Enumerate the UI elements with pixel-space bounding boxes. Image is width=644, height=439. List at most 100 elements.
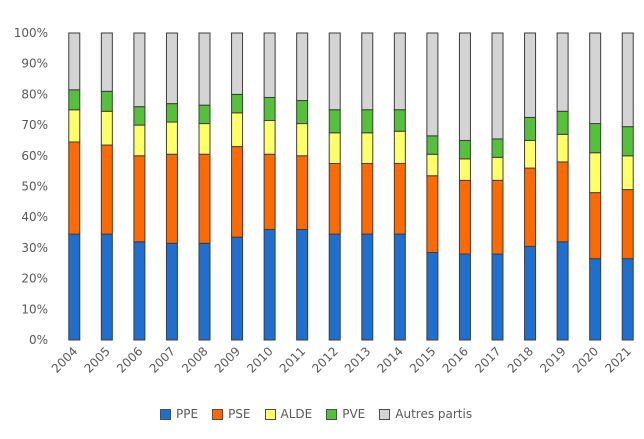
bar-segment-autres-partis-2010 (263, 32, 276, 98)
legend-label: ALDE (280, 407, 313, 421)
bar-segment-alde-2016 (458, 158, 471, 181)
bar-segment-ppe-2017 (491, 253, 504, 341)
bar-segment-ppe-2020 (589, 258, 602, 341)
bar-segment-pse-2017 (491, 179, 504, 255)
bars-layer (68, 32, 634, 341)
bar-segment-alde-2006 (133, 124, 146, 157)
stacked-bar-chart: 0%10%20%30%40%50%60%70%80%90%100% 2004 20… (14, 26, 634, 376)
bar-segment-autres-partis-2015 (426, 32, 439, 137)
bar-segment-ppe-2015 (426, 252, 439, 341)
bar-segment-autres-partis-2009 (231, 32, 244, 95)
bar-segment-pve-2018 (524, 116, 537, 141)
bar-segment-ppe-2014 (393, 233, 406, 341)
bar-segment-pve-2006 (133, 106, 146, 126)
bar-segment-autres-partis-2005 (100, 32, 113, 92)
legend-label: PVE (342, 407, 366, 421)
bar-segment-pse-2009 (231, 146, 244, 238)
bar-segment-alde-2009 (231, 112, 244, 148)
y-tick-label: 0% (29, 333, 48, 347)
bar-segment-ppe-2018 (524, 245, 537, 341)
x-tick-label-2007: 2007 (147, 344, 178, 375)
bar-segment-alde-2008 (198, 123, 211, 155)
x-tick-label-2006: 2006 (114, 344, 145, 375)
y-tick-label: 90% (21, 57, 48, 71)
bar-segment-pse-2011 (296, 155, 309, 230)
bar-segment-pve-2017 (491, 138, 504, 158)
bar-segment-ppe-2013 (361, 233, 374, 341)
legend-label: Autres partis (395, 407, 473, 421)
bar-segment-alde-2015 (426, 153, 439, 177)
legend-item-pse: PSE (212, 407, 251, 421)
bar-segment-alde-2007 (165, 121, 178, 155)
bar-segment-pve-2012 (328, 109, 341, 134)
bar-segment-alde-2014 (393, 130, 406, 164)
bar-segment-pve-2011 (296, 100, 309, 125)
bar-segment-ppe-2006 (133, 241, 146, 341)
bar-segment-alde-2019 (556, 133, 569, 163)
x-tick-label-2019: 2019 (537, 344, 568, 375)
x-tick-label-2009: 2009 (212, 344, 243, 375)
x-tick-label-2013: 2013 (342, 344, 373, 375)
bar-segment-ppe-2005 (100, 233, 113, 341)
bar-segment-autres-partis-2011 (296, 32, 309, 102)
x-tick-label-2018: 2018 (505, 344, 536, 375)
x-tick-label-2014: 2014 (374, 344, 405, 375)
bar-segment-alde-2017 (491, 156, 504, 181)
bar-segment-pve-2016 (458, 139, 471, 160)
bar-segment-pse-2015 (426, 175, 439, 254)
y-tick-label: 100% (14, 26, 48, 40)
bar-segment-pve-2013 (361, 109, 374, 134)
bar-segment-alde-2012 (328, 132, 341, 164)
x-tick-label-2005: 2005 (81, 344, 112, 375)
bar-segment-pse-2006 (133, 155, 146, 243)
legend-item-pve: PVE (326, 407, 365, 421)
bar-segment-ppe-2010 (263, 228, 276, 341)
bar-segment-autres-partis-2018 (524, 32, 537, 118)
y-tick-label: 50% (21, 180, 48, 194)
bar-segment-ppe-2011 (296, 228, 309, 341)
bar-segment-pse-2013 (361, 162, 374, 235)
bar-segment-ppe-2019 (556, 241, 569, 341)
bar-segment-autres-partis-2008 (198, 32, 211, 106)
legend-label: PSE (228, 407, 251, 421)
bar-segment-pve-2009 (231, 93, 244, 114)
y-tick-label: 40% (21, 210, 48, 224)
bar-segment-pve-2008 (198, 104, 211, 125)
bar-segment-alde-2018 (524, 139, 537, 169)
bar-segment-autres-partis-2017 (491, 32, 504, 140)
y-tick-label: 20% (21, 272, 48, 286)
x-axis: 2004 2005 2006 2007 2008 2009 2010 2011 2012 2013… (49, 344, 634, 375)
x-tick-label-2008: 2008 (179, 344, 210, 375)
bar-segment-pve-2015 (426, 135, 439, 155)
bar-segment-alde-2020 (589, 152, 602, 194)
bar-segment-autres-partis-2004 (68, 32, 81, 91)
bar-segment-autres-partis-2006 (133, 32, 146, 108)
x-tick-label-2020: 2020 (570, 344, 601, 375)
bar-segment-ppe-2012 (328, 233, 341, 341)
y-axis: 0% 10% 20% 30% 40% 50% 60% 70% 80% 90% 100% (14, 26, 48, 347)
legend-item-ppe: PPE (160, 407, 198, 421)
bar-segment-pve-2007 (165, 103, 178, 123)
bar-segment-ppe-2016 (458, 253, 471, 341)
bar-segment-pve-2014 (393, 109, 406, 132)
y-tick-label: 70% (21, 118, 48, 132)
bar-segment-pve-2005 (100, 90, 113, 112)
bar-segment-pve-2021 (621, 126, 634, 157)
bar-segment-pse-2018 (524, 167, 537, 247)
bar-segment-autres-partis-2012 (328, 32, 341, 111)
bar-segment-pse-2019 (556, 161, 569, 243)
bar-segment-alde-2004 (68, 109, 81, 143)
x-tick-label-2021: 2021 (602, 344, 633, 375)
legend-label: PPE (176, 407, 199, 421)
bar-segment-pse-2008 (198, 153, 211, 244)
bar-segment-ppe-2009 (231, 236, 244, 341)
y-tick-label: 80% (21, 87, 48, 101)
bar-segment-alde-2011 (296, 123, 309, 157)
bar-segment-autres-partis-2019 (556, 32, 569, 112)
y-tick-label: 10% (21, 302, 48, 316)
bar-segment-autres-partis-2016 (458, 32, 471, 141)
bar-segment-pve-2019 (556, 110, 569, 135)
bar-segment-autres-partis-2007 (165, 32, 178, 105)
bar-segment-alde-2013 (361, 132, 374, 164)
